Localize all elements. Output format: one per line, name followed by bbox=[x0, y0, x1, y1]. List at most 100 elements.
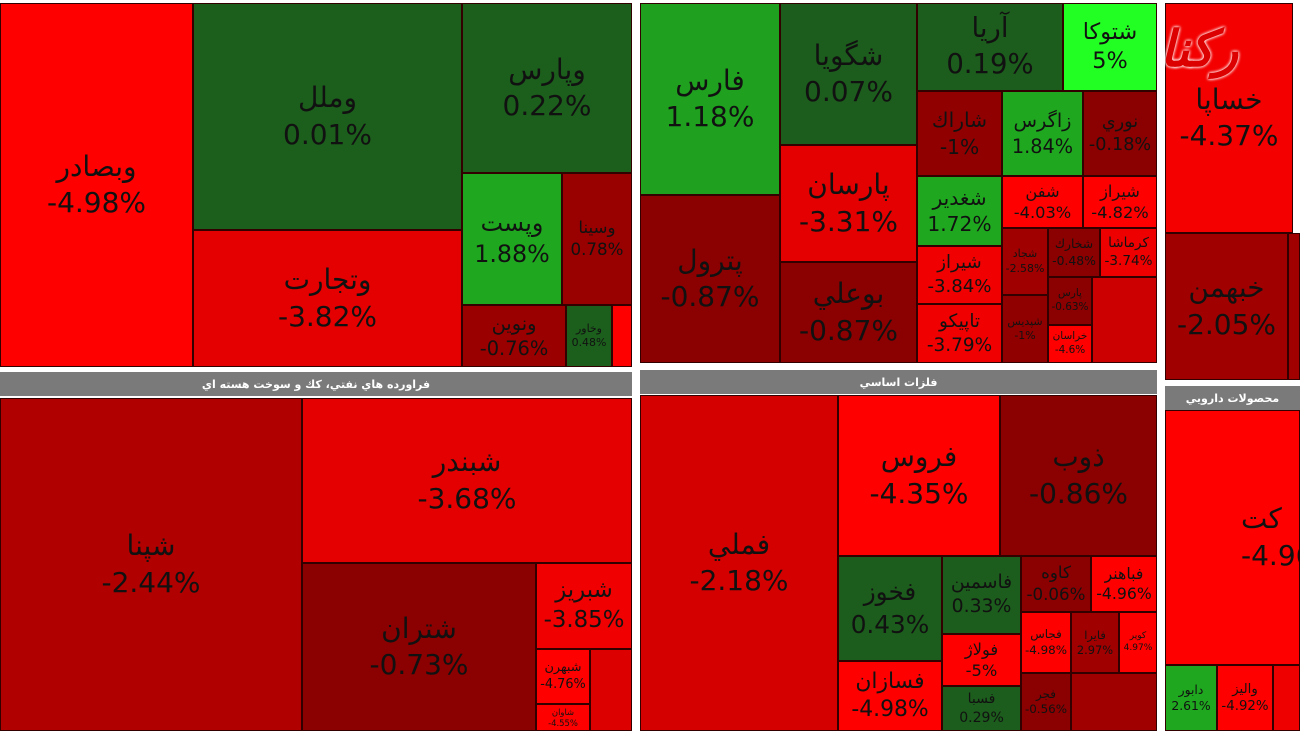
tile: فايرا 2.97% bbox=[1071, 612, 1119, 673]
tile-change: -3.79% bbox=[926, 334, 993, 356]
tile: فارس 1.18% bbox=[640, 3, 780, 195]
tile: واليز -4.92% bbox=[1217, 665, 1273, 731]
tile-change: -2.58% bbox=[1005, 261, 1045, 275]
tile-name: وسينا bbox=[578, 218, 616, 238]
tile: تاپيكو -3.79% bbox=[917, 304, 1002, 363]
tile-name: شپديس bbox=[1007, 314, 1043, 328]
tile: كت-4.96% bbox=[1165, 410, 1300, 665]
tile: فسازان -4.98% bbox=[838, 661, 942, 731]
tile: خساپا -4.37% bbox=[1165, 3, 1293, 233]
section-header: فلزات اساسي bbox=[640, 370, 1157, 394]
tile-name: فملي bbox=[707, 527, 771, 561]
tile: آريا 0.19% bbox=[917, 3, 1063, 91]
tile-name: شيراز bbox=[937, 252, 982, 274]
tile: خراسان -4.6% bbox=[1048, 325, 1092, 363]
tile-change: -0.87% bbox=[660, 280, 760, 313]
tile-change: -4.96% bbox=[1096, 584, 1152, 603]
tile-name: كرماشا bbox=[1108, 234, 1149, 251]
tile-change: 1.84% bbox=[1011, 134, 1074, 158]
tile-change: -4.55% bbox=[548, 717, 578, 728]
tile: وخاور 0.48% bbox=[566, 305, 612, 367]
tile-change: 2.61% bbox=[1171, 699, 1211, 713]
tile-name: شفن bbox=[1025, 181, 1060, 201]
tile-change: 0.43% bbox=[850, 609, 930, 639]
tile-name: پارس bbox=[1058, 287, 1082, 300]
tile-change: 0.07% bbox=[804, 75, 893, 108]
tile-change: -4.35% bbox=[869, 476, 969, 510]
tile-name: آريا bbox=[971, 12, 1009, 45]
tile-change: -4.76% bbox=[540, 676, 586, 692]
tile bbox=[1273, 665, 1300, 731]
tile-name: ذوب bbox=[1052, 440, 1105, 474]
tile-name: واليز bbox=[1232, 681, 1258, 697]
tile-change: -0.87% bbox=[798, 313, 899, 347]
tile: فخوز 0.43% bbox=[838, 556, 942, 661]
tile-name: شتوكا bbox=[1082, 18, 1138, 45]
tile-name: فباهنر bbox=[1104, 563, 1144, 583]
tile-change: 0.48% bbox=[571, 336, 607, 349]
tile-name: شگويا bbox=[813, 38, 884, 72]
tile: شبندر -3.68% bbox=[302, 398, 632, 563]
tile-change: 1.72% bbox=[927, 212, 992, 236]
tile-change: 2.97% bbox=[1076, 642, 1114, 657]
tile: شبريز -3.85% bbox=[536, 563, 632, 649]
tile: وبصادر -4.98% bbox=[0, 3, 193, 367]
tile-name: شبهرن bbox=[544, 659, 582, 675]
tile-name: فسازان bbox=[855, 668, 925, 694]
tile: فسبا 0.29% bbox=[942, 686, 1021, 731]
tile: فملي -2.18% bbox=[640, 395, 838, 731]
tile-name: وپارس bbox=[508, 52, 586, 86]
tile-name: بوعلي bbox=[812, 277, 885, 311]
tile-name: وتجارت bbox=[283, 263, 372, 297]
tile-change: -5% bbox=[965, 661, 998, 680]
tile-change: -0.63% bbox=[1051, 301, 1089, 313]
tile: شتران -0.73% bbox=[302, 563, 536, 731]
tile-change: -4.03% bbox=[1013, 203, 1072, 222]
tile-name: زاگرس bbox=[1013, 109, 1072, 133]
tile-change: 0.78% bbox=[570, 240, 624, 259]
tile-name: وخاور bbox=[576, 321, 602, 335]
tile: وملل 0.01% bbox=[193, 3, 462, 230]
tile: شپديس -1% bbox=[1002, 295, 1048, 363]
tile-change: 1.18% bbox=[665, 100, 755, 133]
section-header: محصولات دارويي bbox=[1165, 386, 1300, 410]
tile-name: فارس bbox=[675, 63, 745, 97]
tile-name: شتران bbox=[381, 611, 457, 645]
tile: پارسان -3.31% bbox=[780, 145, 917, 262]
tile: شفن -4.03% bbox=[1002, 176, 1083, 228]
tile-change: -2.05% bbox=[1176, 307, 1277, 341]
tile: شپنا -2.44% bbox=[0, 398, 302, 731]
tile-name: فولاژ bbox=[964, 639, 999, 659]
tile: شگويا 0.07% bbox=[780, 3, 917, 145]
tile-change: 4.97% bbox=[1123, 642, 1153, 653]
tile: فروس -4.35% bbox=[838, 395, 1000, 556]
tile-name: وملل bbox=[298, 81, 357, 115]
tile-name: تاپيكو bbox=[938, 310, 981, 332]
tile-change: -0.18% bbox=[1088, 134, 1152, 155]
tile-change: -0.76% bbox=[479, 337, 549, 360]
tile: شيراز -4.82% bbox=[1083, 176, 1157, 228]
tile-name: كت bbox=[1241, 502, 1282, 536]
tile bbox=[1071, 673, 1157, 731]
tile: شتوكا 5% bbox=[1063, 3, 1157, 91]
tile-name: پترول bbox=[677, 243, 743, 277]
tile-name: شبندر bbox=[432, 445, 502, 479]
tile-change: 0.22% bbox=[502, 89, 592, 122]
tile-change: -3.74% bbox=[1104, 252, 1153, 269]
tile-name: نوري bbox=[1101, 111, 1139, 132]
tile: فجاس -4.98% bbox=[1021, 612, 1071, 673]
tile-name: فسبا bbox=[967, 691, 996, 708]
tile-change: -1% bbox=[1014, 329, 1036, 342]
tile-change: -4.37% bbox=[1179, 119, 1279, 152]
tile bbox=[1092, 277, 1157, 363]
tile-change: -4.98% bbox=[851, 697, 929, 722]
tile-name: خراسان bbox=[1052, 330, 1088, 343]
tile bbox=[1288, 233, 1300, 380]
tile-name: ونوين bbox=[491, 311, 537, 335]
tile-change: -0.48% bbox=[1052, 253, 1096, 268]
tile-change: -4.98% bbox=[46, 186, 147, 219]
tile: نوري -0.18% bbox=[1083, 91, 1157, 176]
tile: فولاژ -5% bbox=[942, 634, 1021, 686]
tile: وسينا 0.78% bbox=[562, 173, 632, 305]
tile-name: فخوز bbox=[863, 577, 917, 607]
